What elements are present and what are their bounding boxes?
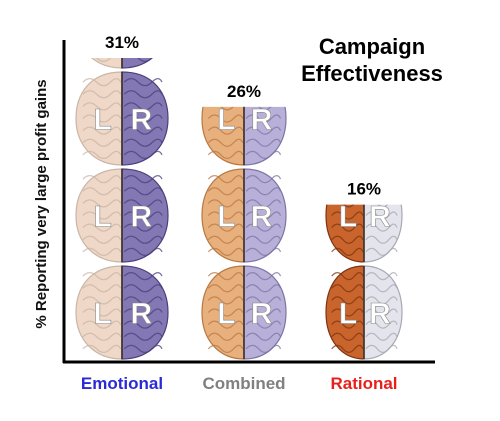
hemisphere-label-left: L: [94, 298, 112, 331]
hemisphere-label-left: L: [217, 201, 235, 234]
hemisphere-label-left: L: [217, 7, 235, 40]
chart-title-line-2: Effectiveness: [301, 61, 443, 86]
hemisphere-label-right: R: [251, 104, 273, 137]
hemisphere-label-left: L: [339, 201, 357, 234]
hemisphere-label-right: R: [369, 201, 391, 234]
hemisphere-label-right: R: [130, 298, 152, 331]
hemisphere-label-right: R: [369, 298, 391, 331]
category-label-rational: Rational: [330, 374, 397, 393]
hemisphere-label-left: L: [339, 104, 357, 137]
hemisphere-label-right: R: [130, 201, 152, 234]
hemisphere-label-right: R: [369, 104, 391, 137]
chart-title-line-1: Campaign: [319, 34, 425, 59]
bars-layer: LRLRLRLRLRLRLRLRLRLRLRLR: [75, 0, 403, 360]
value-label-combined: 26%: [227, 82, 261, 101]
value-label-rational: 16%: [347, 180, 381, 199]
hemisphere-label-right: R: [251, 7, 273, 40]
hemisphere-label-right: R: [130, 104, 152, 137]
y-axis-label: % Reporting very large profit gains: [33, 79, 50, 328]
bar-rational: L RL RL R: [325, 104, 403, 360]
hemisphere-label-right: R: [251, 201, 273, 234]
hemisphere-label-left: L: [94, 201, 112, 234]
value-label-emotional: 31%: [105, 33, 139, 52]
category-label-combined: Combined: [202, 374, 285, 393]
hemisphere-label-right: R: [251, 298, 273, 331]
hemisphere-label-left: L: [217, 104, 235, 137]
hemisphere-label-left: L: [94, 104, 112, 137]
bar-combined: L RL RL RL R: [201, 0, 287, 360]
hemisphere-label-left: L: [217, 298, 235, 331]
hemisphere-label-left: L: [339, 298, 357, 331]
labels-layer: 31% Emotional 26% Combined 16% Rational: [81, 33, 398, 393]
category-label-emotional: Emotional: [81, 374, 163, 393]
